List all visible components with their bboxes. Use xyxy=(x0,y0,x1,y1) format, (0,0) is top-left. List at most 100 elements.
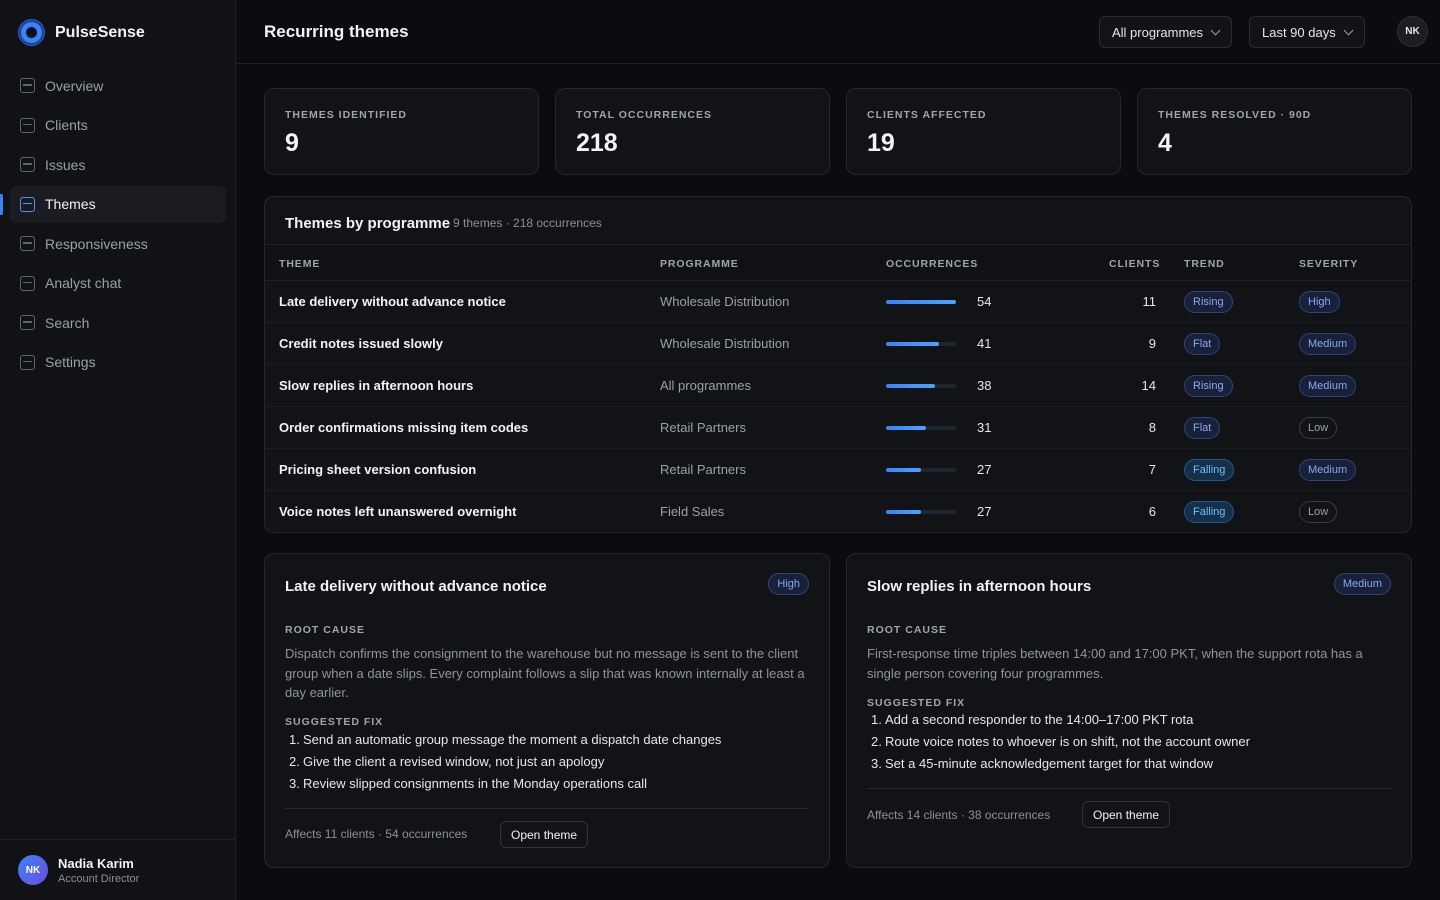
client-count: 9 xyxy=(1148,336,1156,351)
stat-value: 4 xyxy=(1158,129,1172,157)
page-title: Recurring themes xyxy=(264,22,409,41)
panel-title: Themes by programme xyxy=(285,215,451,232)
severity-badge: High xyxy=(768,573,809,595)
sidebar-item-label: Issues xyxy=(45,156,86,173)
column-header-severity[interactable]: SEVERITY xyxy=(1299,258,1359,270)
trend-badge: Rising xyxy=(1184,375,1233,397)
sidebar-item-overview[interactable]: Overview xyxy=(10,67,226,104)
brand[interactable]: PulseSense xyxy=(18,19,145,46)
occurrence-bar-fill xyxy=(886,510,921,514)
stat-value: 218 xyxy=(576,129,618,157)
trend-badge: Falling xyxy=(1184,501,1235,523)
clients-icon xyxy=(20,117,35,133)
severity-badge: Low xyxy=(1299,417,1338,439)
programme-name: Retail Partners xyxy=(660,420,746,435)
theme-name: Late delivery without advance notice xyxy=(279,294,506,309)
severity-badge: Medium xyxy=(1299,459,1357,481)
occurrence-bar-fill xyxy=(886,426,926,430)
sidebar-item-clients[interactable]: Clients xyxy=(10,107,226,144)
panel-meta: 9 themes · 218 occurrences xyxy=(453,216,602,230)
client-count: 6 xyxy=(1148,504,1156,519)
programme-name: Field Sales xyxy=(660,504,725,519)
sidebar-item-responsiveness[interactable]: Responsiveness xyxy=(10,225,226,262)
occurrence-bar-fill xyxy=(886,342,940,346)
occurrence-count: 38 xyxy=(977,378,992,393)
table-row[interactable]: Slow replies in afternoon hours All progr… xyxy=(265,365,1411,407)
column-header-clients[interactable]: CLIENTS xyxy=(1109,258,1161,270)
table-row[interactable]: Pricing sheet version confusion Retail Pa… xyxy=(265,449,1411,491)
suggested-fix-label: SUGGESTED FIX xyxy=(867,697,966,709)
chat-icon xyxy=(20,275,35,291)
suggested-fix-label: SUGGESTED FIX xyxy=(285,716,384,728)
trend-badge: Rising xyxy=(1184,291,1233,313)
header: Recurring themes All programmes Last 90 … xyxy=(236,0,1440,64)
logo-icon xyxy=(18,19,45,46)
stat-card-total-occurrences: TOTAL OCCURRENCES 218 xyxy=(555,88,830,175)
user-profile[interactable]: NK Nadia Karim Account Director xyxy=(0,839,235,900)
theme-name: Slow replies in afternoon hours xyxy=(279,378,474,393)
occurrence-count: 27 xyxy=(977,504,992,519)
issues-icon xyxy=(20,157,35,172)
theme-detail-card: Late delivery without advance notice Hig… xyxy=(264,553,830,868)
trend-badge: Falling xyxy=(1184,459,1235,481)
period-select[interactable]: Last 90 days xyxy=(1249,16,1365,48)
occurrence-bar xyxy=(886,300,956,304)
open-theme-button[interactable]: Open theme xyxy=(500,821,589,848)
sidebar: PulseSense Overview Clients Issues Theme… xyxy=(0,0,236,900)
programme-select-value: All programmes xyxy=(1112,24,1204,40)
sidebar-item-search[interactable]: Search xyxy=(10,304,226,341)
fix-item: 3. Set a 45-minute acknowledgement target… xyxy=(871,756,1214,771)
open-theme-button[interactable]: Open theme xyxy=(1082,801,1171,828)
occurrence-bar-fill xyxy=(886,468,921,472)
sidebar-item-label: Overview xyxy=(45,77,104,94)
trend-badge: Flat xyxy=(1184,333,1221,355)
table-row[interactable]: Order confirmations missing item codes Re… xyxy=(265,407,1411,449)
app-name: PulseSense xyxy=(55,23,145,41)
column-header-programme[interactable]: PROGRAMME xyxy=(660,258,739,270)
sidebar-item-settings[interactable]: Settings xyxy=(10,344,226,381)
avatar: NK xyxy=(18,855,48,885)
occurrence-bar xyxy=(886,468,956,472)
search-icon xyxy=(20,315,35,330)
table-row[interactable]: Credit notes issued slowly Wholesale Dist… xyxy=(265,323,1411,365)
stat-card-clients-affected: CLIENTS AFFECTED 19 xyxy=(846,88,1121,175)
sidebar-item-label: Themes xyxy=(45,196,96,212)
fix-item: 2. Give the client a revised window, not … xyxy=(289,754,605,769)
table-row[interactable]: Voice notes left unanswered overnight Fie… xyxy=(265,491,1411,532)
stat-value: 9 xyxy=(285,129,299,157)
themes-table-panel: Themes by programme 9 themes · 218 occur… xyxy=(264,196,1412,533)
column-header-occurrences[interactable]: OCCURRENCES xyxy=(886,258,979,270)
settings-icon xyxy=(20,354,35,370)
sidebar-nav: Overview Clients Issues Themes Responsiv… xyxy=(0,67,226,383)
trend-badge: Flat xyxy=(1184,417,1221,439)
root-cause-text: First-response time triples between 14:0… xyxy=(867,646,1363,681)
client-count: 8 xyxy=(1148,420,1156,435)
header-avatar[interactable]: NK xyxy=(1397,16,1428,47)
programme-name: Wholesale Distribution xyxy=(660,294,790,309)
suggested-fix-list: 1. Send an automatic group message the mo… xyxy=(285,729,811,795)
detail-title: Slow replies in afternoon hours xyxy=(867,578,1092,595)
client-count: 7 xyxy=(1148,462,1156,477)
client-count: 14 xyxy=(1141,378,1156,393)
stat-label: TOTAL OCCURRENCES xyxy=(576,109,713,121)
occurrence-bar xyxy=(886,510,956,514)
column-header-trend[interactable]: TREND xyxy=(1184,258,1225,270)
occurrence-count: 54 xyxy=(977,294,992,309)
table-row[interactable]: Late delivery without advance notice Whol… xyxy=(265,281,1411,323)
period-select-value: Last 90 days xyxy=(1262,24,1336,40)
theme-name: Voice notes left unanswered overnight xyxy=(279,504,517,519)
responsiveness-icon xyxy=(20,236,35,251)
sidebar-item-themes[interactable]: Themes xyxy=(0,185,226,223)
column-header-theme[interactable]: THEME xyxy=(279,258,321,270)
stat-value: 19 xyxy=(867,129,895,157)
stat-card-themes-resolved: THEMES RESOLVED · 90D 4 xyxy=(1137,88,1412,175)
sidebar-item-analyst-chat[interactable]: Analyst chat xyxy=(10,265,226,302)
stat-card-themes-identified: THEMES IDENTIFIED 9 xyxy=(264,88,539,175)
occurrence-bar-fill xyxy=(886,300,956,304)
divider xyxy=(285,808,809,809)
programme-select[interactable]: All programmes xyxy=(1099,16,1233,48)
occurrence-bar xyxy=(886,426,956,430)
occurrence-bar xyxy=(886,384,956,388)
sidebar-item-issues[interactable]: Issues xyxy=(10,146,226,183)
client-count: 11 xyxy=(1142,294,1157,309)
